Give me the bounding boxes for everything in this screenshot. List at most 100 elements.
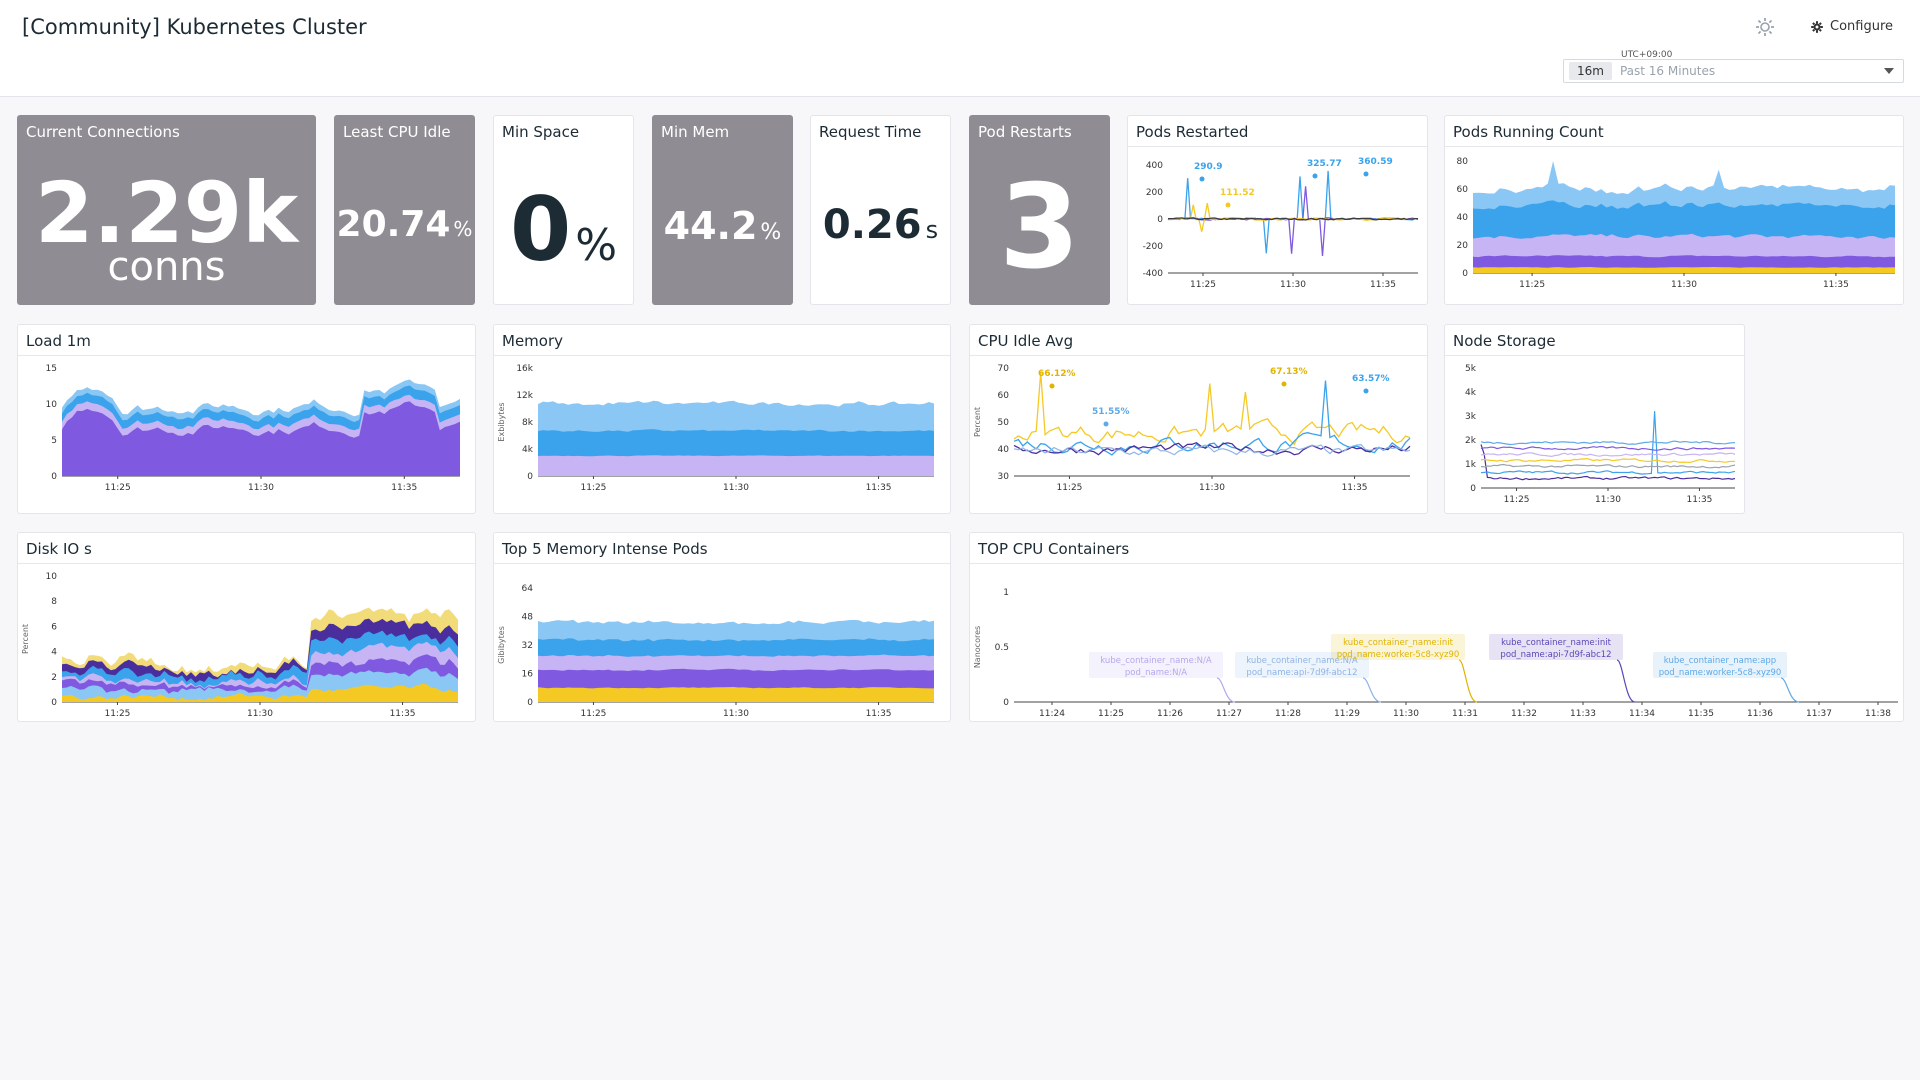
configure-label: Configure (1830, 19, 1894, 34)
annotation-marker (1103, 421, 1109, 427)
y-tick-label: 0 (51, 698, 57, 708)
query-value: 20.74 % (335, 204, 474, 245)
widget-title: Disk IO s (26, 540, 92, 558)
x-tick-label: 11:30 (1199, 483, 1225, 493)
y-tick-label: 60 (1457, 185, 1469, 195)
min-mem-widget[interactable]: Min Mem 44.2 % (652, 115, 793, 305)
series-label-box (1489, 634, 1623, 660)
annotation-marker (1225, 202, 1231, 208)
pods-running-count-widget[interactable]: Pods Running Count 80 60 40 20 0 11:25 11:30 11… (1444, 115, 1904, 305)
x-tick-label: 11:30 (248, 483, 274, 493)
query-value: 2.29k (18, 164, 315, 262)
memory-widget[interactable]: Memory 16k 12k 8k 4k 0 11:25 11:30 11:35 Exbibyt… (493, 324, 951, 514)
y-tick-label: 0 (1470, 484, 1476, 494)
time-range-picker[interactable]: 16m Past 16 Minutes (1563, 59, 1904, 83)
x-tick-label: 11:30 (1671, 280, 1697, 290)
x-tick-label: 11:25 (104, 709, 130, 719)
series-line (1362, 677, 1382, 703)
restart-series (1168, 217, 1418, 221)
annotation-label: 67.13% (1270, 367, 1308, 377)
cpu-idle-avg-graph: 70 60 50 40 30 11:25 11:30 11:35 Percent 66.12% 51… (973, 364, 1411, 493)
cpu-series (1013, 443, 1411, 457)
x-tick-label: 11:35 (1823, 280, 1849, 290)
y-tick-label: 4k (1465, 388, 1477, 398)
pod-restarts-widget[interactable]: Pod Restarts 3 (969, 115, 1110, 305)
x-tick-label: 11:33 (1570, 709, 1596, 719)
storage-series (1480, 444, 1736, 481)
y-tick-label: 50 (998, 418, 1010, 428)
y-tick-label: -400 (1143, 269, 1164, 279)
y-tick-label: -200 (1143, 242, 1164, 252)
least-cpu-idle-widget[interactable]: Least CPU Idle 20.74 % (334, 115, 475, 305)
x-tick-label: 11:25 (1504, 495, 1530, 505)
cpu-series (1013, 372, 1411, 446)
query-value: 3 (970, 160, 1109, 295)
value-unit: % (760, 220, 782, 245)
x-tick-label: 11:35 (1370, 280, 1396, 290)
top-cpu-containers-widget[interactable]: TOP CPU Containers 1 0.5 0 11:24 11:25 11:26 1… (969, 532, 1904, 722)
query-value: 44.2 % (653, 204, 792, 248)
area-series (62, 683, 458, 702)
pods-restarted-widget[interactable]: Pods Restarted 400 200 0 -200 -400 11:25 11:30… (1127, 115, 1428, 305)
value-number: 44.2 (663, 204, 758, 248)
y-tick-label: 1 (1003, 588, 1009, 598)
storage-series (1480, 411, 1736, 475)
disk-io-widget[interactable]: Disk IO s 10 8 6 4 2 0 11:25 11:30 11:35 Percent (17, 532, 476, 722)
annotation-marker (1363, 171, 1369, 177)
y-axis-label: Percent (973, 407, 982, 437)
y-tick-label: 30 (998, 472, 1010, 482)
node-storage-widget[interactable]: Node Storage 5k 4k 3k 2k 1k 0 11:25 11:30 11:35 (1444, 324, 1745, 514)
x-tick-label: 11:35 (866, 483, 892, 493)
request-time-widget[interactable]: Request Time 0.26 s (810, 115, 951, 305)
x-tick-label: 11:37 (1806, 709, 1832, 719)
y-tick-label: 0 (527, 698, 533, 708)
x-tick-label: 11:36 (1747, 709, 1773, 719)
load-1m-widget[interactable]: Load 1m 15 10 5 0 11:25 11:30 11:35 (17, 324, 476, 514)
y-tick-label: 40 (998, 445, 1010, 455)
min-space-widget[interactable]: Min Space 0 % (493, 115, 634, 305)
top5-memory-pods-graph: 64 48 32 16 0 11:25 11:30 11:35 Gibibytes (497, 584, 934, 719)
current-connections-widget[interactable]: Current Connections 2.29k conns (17, 115, 316, 305)
configure-button[interactable]: Configure (1810, 19, 1893, 34)
query-value: 0.26 s (811, 202, 950, 248)
x-tick-label: 11:29 (1334, 709, 1360, 719)
x-tick-label: 11:30 (1595, 495, 1621, 505)
widget-title: TOP CPU Containers (978, 540, 1130, 558)
y-tick-label: 3k (1465, 412, 1477, 422)
area-series (1473, 267, 1895, 273)
x-tick-label: 11:28 (1275, 709, 1301, 719)
y-tick-label: 1k (1465, 460, 1477, 470)
widget-title: Pod Restarts (978, 123, 1072, 141)
y-tick-label: 20 (1457, 241, 1469, 251)
annotation-marker (1312, 173, 1318, 179)
x-tick-label: 11:30 (1393, 709, 1419, 719)
widget-title: Current Connections (26, 123, 180, 141)
x-tick-label: 11:38 (1865, 709, 1891, 719)
load-1m-graph: 15 10 5 0 11:25 11:30 11:35 (46, 364, 460, 493)
restart-series (1167, 202, 1419, 232)
y-tick-label: 0 (51, 472, 57, 482)
chevron-down-icon (1884, 68, 1894, 74)
y-tick-label: 6 (51, 622, 57, 632)
y-tick-label: 8k (522, 418, 534, 428)
series-line (1216, 677, 1236, 703)
pods-running-count-graph: 80 60 40 20 0 11:25 11:30 11:35 (1457, 157, 1895, 290)
storage-series (1480, 457, 1736, 464)
y-tick-label: 32 (522, 641, 533, 651)
cpu-idle-avg-widget[interactable]: CPU Idle Avg 70 60 50 40 30 11:25 11:30 11:35 Pe… (969, 324, 1428, 514)
x-tick-label: 11:35 (1688, 709, 1714, 719)
x-tick-label: 11:35 (390, 709, 416, 719)
cog-settings-icon[interactable] (1753, 14, 1777, 38)
y-tick-label: 10 (46, 400, 58, 410)
series-label-box (1331, 634, 1465, 660)
widget-title: Min Space (502, 123, 580, 141)
series-label-line: kube_container_name:init (1343, 638, 1454, 648)
x-tick-label: 11:25 (105, 483, 131, 493)
x-tick-label: 11:25 (1056, 483, 1082, 493)
value-number: 0 (509, 178, 572, 281)
top5-memory-pods-widget[interactable]: Top 5 Memory Intense Pods 64 48 32 16 0 11:25… (493, 532, 951, 722)
cpu-series (1013, 380, 1411, 456)
y-tick-label: 64 (522, 584, 534, 594)
y-tick-label: 2k (1465, 436, 1477, 446)
x-tick-label: 11:25 (580, 483, 606, 493)
